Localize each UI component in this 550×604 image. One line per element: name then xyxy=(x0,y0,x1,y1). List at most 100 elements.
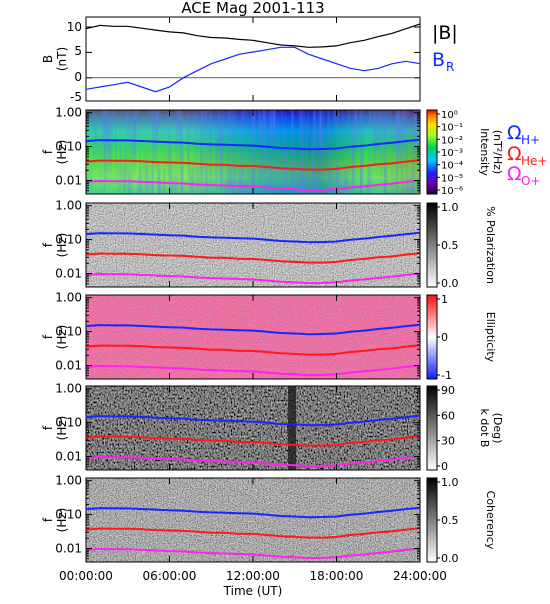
legend-gyro-he-sub: He+ xyxy=(521,154,547,168)
series-line-gyro-o-polarization xyxy=(85,272,421,285)
series-line-gyro-he-coherency xyxy=(85,527,421,539)
colorbar-kdotb-tick-label-0: 90 xyxy=(441,384,455,397)
panel-intensity-overlay: 1.00 0.10 0.01 f (Hz) 10⁰ 10⁻¹10⁻² 10⁻³ 10⁻⁴10⁻⁵… xyxy=(41,106,504,197)
panel-polarization-ytick-label-1: 0.10 xyxy=(55,233,82,247)
colorbar-polarization-tick-label-2: 0.0 xyxy=(441,277,459,290)
panel-ellipticity-blue-noise xyxy=(86,295,420,379)
legend-gyro-h-omega: Ω xyxy=(507,122,522,144)
legend-gyro-h-sub: H+ xyxy=(521,133,540,147)
colorbar-intensity-tick-label-2: 10⁻² xyxy=(441,135,463,146)
time-tick-label-4: 24:00:00 xyxy=(393,569,447,583)
colorbar-ellipticity-label-0: Ellipticity xyxy=(484,312,497,363)
panel-ellipticity-ytick-label-1: 0.10 xyxy=(55,325,82,339)
time-tick-label-1: 06:00:00 xyxy=(143,569,197,583)
panel-coherency-image xyxy=(86,478,420,562)
colorbar-kdotb-tick-label-2: 30 xyxy=(441,435,455,448)
panel-polarization-overlay: 1.00 0.10 0.01 f (Hz) 1.0 0.5 0.0 % Polarization xyxy=(41,199,497,290)
panel-kdotb-ylabel-line1: f xyxy=(41,425,55,430)
panel-intensity-ylabel-line1: f xyxy=(41,149,55,154)
colorbar-polarization-tick-label-0: 1.0 xyxy=(441,201,459,214)
panel-coherency xyxy=(85,477,421,563)
panel-b-ytick-minus5: -5 xyxy=(70,90,82,104)
series-line-gyro-h-kdotb xyxy=(85,414,421,427)
series-line-b-radial xyxy=(86,46,420,93)
colorbar-polarization-tick-label-1: 0.5 xyxy=(441,239,459,252)
panel-ellipticity-xticks xyxy=(85,295,421,379)
panel-intensity-ytick-label-0: 1.00 xyxy=(55,106,82,120)
series-line-gyro-he-kdotb xyxy=(85,435,421,447)
colorbar-kdotb-label-0: k dot B xyxy=(478,409,491,448)
series-line-b-total xyxy=(86,23,420,48)
colorbar-kdotb-label-1: (Deg) xyxy=(491,413,504,444)
panel-ellipticity-ylabel-line2: (Hz) xyxy=(55,325,69,350)
panel-kdotb-disturbance xyxy=(288,386,296,470)
legend-gyro-o-sub: O+ xyxy=(521,174,541,188)
panel-coherency-ytick-label-2: 0.01 xyxy=(55,542,82,556)
series-line-gyro-h-intensity xyxy=(85,138,421,151)
panel-kdotb-ytick-label-1: 0.10 xyxy=(55,416,82,430)
panel-intensity-ytick-label-1: 0.10 xyxy=(55,140,82,154)
panel-b-ytick-10: 10 xyxy=(67,20,82,34)
time-axis: 00:00:00 06:00:00 12:00:00 18:00:00 24:0… xyxy=(59,569,447,598)
panel-intensity xyxy=(85,109,421,195)
series-line-gyro-o-intensity xyxy=(85,179,421,192)
series-line-gyro-h-coherency xyxy=(85,506,421,519)
panel-coherency-ylabel-line2: (Hz) xyxy=(55,508,69,533)
panel-kdotb-ytick-label-0: 1.00 xyxy=(55,382,82,396)
colorbar-coherency-label-0: Coherency xyxy=(484,491,497,550)
panel-coherency-xticks xyxy=(85,478,421,562)
colorbar-intensity-tick-label-6: 10⁻⁶ xyxy=(441,186,463,197)
panel-ellipticity-ylabel-line1: f xyxy=(41,334,55,339)
panel-b-frame xyxy=(85,16,421,102)
legend-b-radial: B xyxy=(432,49,445,71)
legend-gyro: Ω H+ Ω He+ Ω O+ xyxy=(507,122,547,188)
colorbar-intensity-tick-label-1: 10⁻¹ xyxy=(441,123,463,134)
legend-b-total: |B| xyxy=(432,22,458,44)
time-tick-label-3: 18:00:00 xyxy=(310,569,364,583)
panel-polarization-ytick-label-2: 0.01 xyxy=(55,267,82,281)
panel-b-ylabel-line1: B xyxy=(41,55,55,63)
panel-kdotb-xticks xyxy=(85,386,421,470)
colorbar-intensity-tick-label-0: 10⁰ xyxy=(441,110,458,121)
panel-coherency-overlay: 1.00 0.10 0.01 f (Hz) 1.0 0.5 0.0 Coherency xyxy=(41,474,497,565)
colorbar-coherency-tick-label-1: 0.5 xyxy=(441,514,459,527)
colorbar-polarization-label-0: % Polarization xyxy=(484,206,497,284)
panel-b: 10 5 0 -5 B (nT) |B| B R xyxy=(41,16,458,104)
legend-gyro-he-omega: Ω xyxy=(507,143,522,165)
panel-intensity-ylabel-line2: (Hz) xyxy=(55,140,69,165)
panel-polarization-ylabel-line1: f xyxy=(41,242,55,247)
chart-title: ACE Mag 2001-113 xyxy=(181,0,324,17)
colorbar-polarization xyxy=(426,202,438,288)
panel-polarization-ylabel-line2: (Hz) xyxy=(55,233,69,258)
panel-b-ytick-labels: 10 5 0 -5 xyxy=(67,20,82,104)
colorbar-kdotb-tick-label-3: 0 xyxy=(441,460,448,473)
colorbar-ellipticity-tick-label-2: -1 xyxy=(441,369,452,382)
colorbar-intensity-tick-label-4: 10⁻⁴ xyxy=(441,161,463,172)
panel-b-ytick-0: 0 xyxy=(74,70,82,84)
series-line-gyro-o-kdotb xyxy=(85,455,421,468)
panel-ellipticity-ytick-label-2: 0.01 xyxy=(55,359,82,373)
panel-kdotb-ylabel-line2: (Hz) xyxy=(55,416,69,441)
colorbar-kdotb xyxy=(426,385,438,471)
colorbar-coherency xyxy=(426,477,438,563)
time-tick-label-2: 12:00:00 xyxy=(226,569,280,583)
panel-intensity-yticks xyxy=(86,112,420,195)
panel-b-ylabel-line2: (nT) xyxy=(55,47,69,71)
colorbar-coherency-tick-label-2: 0.0 xyxy=(441,552,459,565)
colorbar-ellipticity-tick-label-1: 0 xyxy=(441,331,448,344)
colorbar-intensity-tick-label-5: 10⁻⁵ xyxy=(441,173,463,184)
panel-ellipticity-yticks xyxy=(86,297,420,380)
time-axis-label: Time (UT) xyxy=(223,584,283,598)
colorbar-intensity-label-0: Intensity xyxy=(478,128,491,176)
panel-polarization-ytick-label-0: 1.00 xyxy=(55,199,82,213)
legend-b-radial-sub: R xyxy=(446,60,454,74)
colorbar-intensity-tick-label-3: 10⁻³ xyxy=(441,148,463,159)
panel-kdotb-ytick-label-2: 0.01 xyxy=(55,450,82,464)
panel-kdotb-image xyxy=(86,386,420,470)
panel-coherency-ytick-label-1: 0.10 xyxy=(55,508,82,522)
panel-ellipticity-overlay: 1.00 0.10 0.01 f (Hz) 1 0 -1 Ellipticity xyxy=(41,291,497,382)
colorbar-intensity-label-1: (nT²/Hz) xyxy=(491,130,504,174)
panel-ellipticity xyxy=(85,294,421,380)
series-line-gyro-he-ellipticity xyxy=(85,344,421,356)
